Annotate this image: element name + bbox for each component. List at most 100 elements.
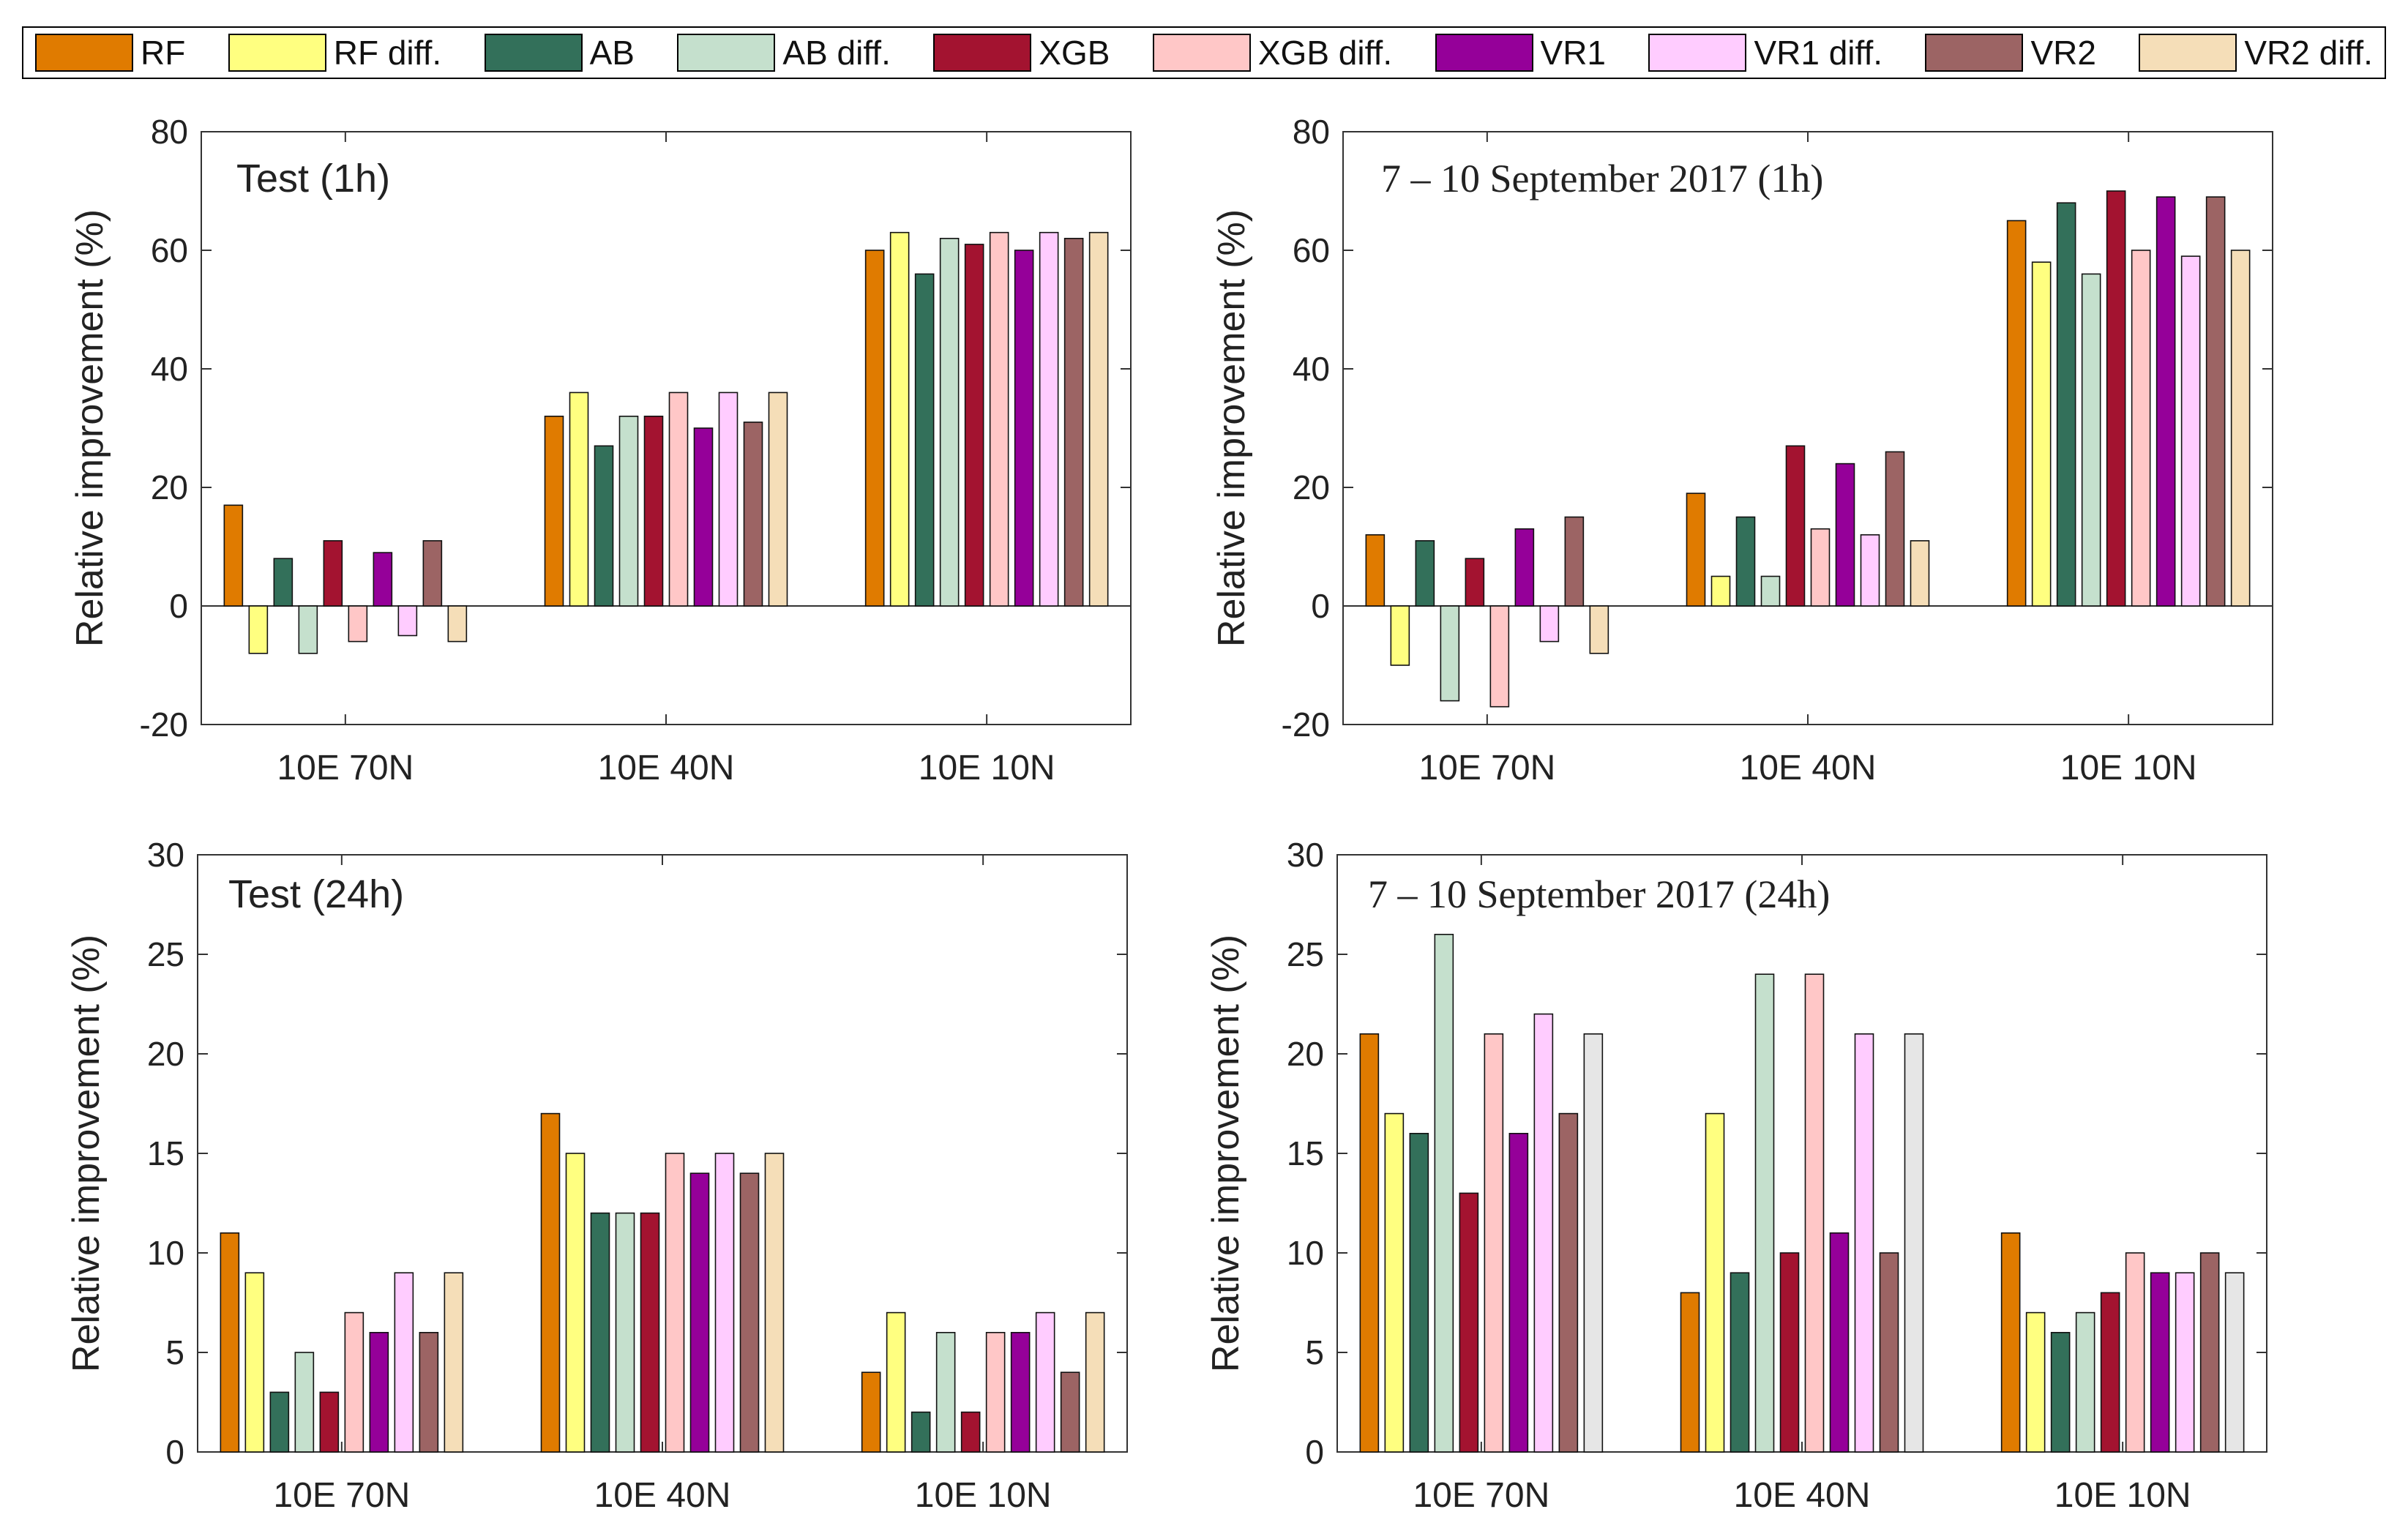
bar [615, 1212, 635, 1453]
bar [2125, 1252, 2145, 1453]
bar [1060, 1371, 1080, 1453]
bar [2230, 250, 2251, 607]
legend-swatch [2139, 34, 2237, 72]
bar [269, 1391, 290, 1453]
y-tick-label: 40 [151, 350, 188, 388]
bar [1829, 1232, 1850, 1453]
bar [935, 1332, 956, 1453]
y-tick-label: 20 [1293, 468, 1330, 506]
bar [1879, 1252, 1899, 1453]
bar [1583, 1033, 1604, 1453]
legend-item: VR1 [1435, 33, 1606, 72]
y-tick-label: 15 [1287, 1134, 1324, 1172]
bar [2180, 255, 2201, 607]
bar [1558, 1112, 1579, 1453]
legend-item: XGB [933, 33, 1110, 72]
bar [668, 392, 689, 607]
legend-swatch [1152, 34, 1251, 72]
bar [718, 392, 739, 607]
bar [1904, 1033, 1924, 1453]
legend-item: AB diff. [677, 33, 891, 72]
bar [1779, 1252, 1800, 1453]
bar [1014, 250, 1034, 607]
bar [1686, 493, 1706, 607]
bar [1415, 540, 1435, 607]
bar [1589, 605, 1609, 654]
bar [1359, 1033, 1380, 1453]
bar [540, 1112, 561, 1453]
y-tick-label: 0 [1305, 1433, 1324, 1471]
bar [447, 605, 468, 643]
bar [1539, 605, 1560, 643]
bar [2175, 1272, 2195, 1453]
bar [864, 250, 885, 607]
bar [444, 1272, 464, 1453]
chart-panel: 0 5 10 15 20 25 30 Relative improvement (%) Test… [65, 836, 1128, 1515]
legend-label: VR1 diff. [1754, 34, 1883, 72]
bar [914, 273, 935, 607]
bar [2000, 1232, 2021, 1453]
bar [1804, 973, 1825, 1453]
legend-swatch [677, 34, 776, 72]
bar [1434, 934, 1454, 1453]
x-tick-label: 10E 40N [1734, 1476, 1871, 1515]
y-tick-label: 5 [1305, 1333, 1324, 1371]
y-tick-label: 0 [165, 1433, 184, 1471]
y-tick-label: 25 [147, 935, 184, 973]
bar [544, 415, 564, 607]
bar [348, 605, 368, 643]
bar [1465, 558, 1485, 607]
legend-label: RF [141, 34, 186, 72]
y-tick-label: 10 [147, 1234, 184, 1272]
bar [768, 392, 788, 607]
bar [1409, 1133, 1429, 1453]
bar [1810, 528, 1831, 607]
bar [2006, 220, 2027, 607]
bar [273, 558, 293, 607]
legend-label: XGB [1039, 34, 1110, 72]
legend-label: XGB diff. [1257, 34, 1393, 72]
bar [1514, 528, 1535, 607]
bar [569, 392, 589, 607]
bar [2100, 1292, 2120, 1453]
legend-swatch [484, 34, 583, 72]
bar [743, 422, 763, 607]
bar [693, 427, 714, 607]
chart-title: 7 – 10 September 2017 (24h) [1368, 872, 1830, 916]
y-tick-label: 80 [151, 113, 188, 151]
bar [886, 1311, 906, 1453]
bar [764, 1153, 785, 1453]
y-tick-label: 5 [165, 1333, 184, 1371]
bar [2075, 1311, 2095, 1453]
bar [939, 237, 960, 607]
bar [861, 1371, 881, 1453]
y-tick-label: 25 [1287, 935, 1324, 973]
bar [689, 1172, 710, 1453]
bar [665, 1153, 685, 1453]
bar [964, 244, 984, 607]
y-tick-label: 30 [1287, 836, 1324, 874]
bar [1508, 1133, 1529, 1453]
bar [618, 415, 639, 607]
legend-item: RF [35, 33, 185, 72]
bar [244, 1272, 265, 1453]
legend-swatch [1435, 34, 1533, 72]
bar [1085, 1311, 1105, 1453]
legend-swatch [35, 34, 133, 72]
bar [1088, 231, 1109, 607]
y-tick-label: 60 [1293, 231, 1330, 269]
bar [1063, 237, 1084, 607]
chart-panel: -20 0 20 40 60 80 Relative improvement (%) Test… [69, 113, 1132, 787]
legend-item: RF diff. [228, 33, 441, 72]
y-tick-label: 60 [151, 231, 188, 269]
bar [1440, 605, 1460, 702]
bar [2025, 1311, 2046, 1453]
y-tick-label: -20 [1282, 705, 1330, 744]
bar [1390, 605, 1410, 666]
bar [2224, 1272, 2245, 1453]
legend: RF RF diff. AB AB diff. XGB XGB diff. VR1 VR1 d… [22, 26, 2386, 79]
x-tick-label: 10E 70N [1418, 749, 1555, 787]
x-tick-label: 10E 70N [277, 749, 414, 787]
legend-label: AB [589, 34, 635, 72]
